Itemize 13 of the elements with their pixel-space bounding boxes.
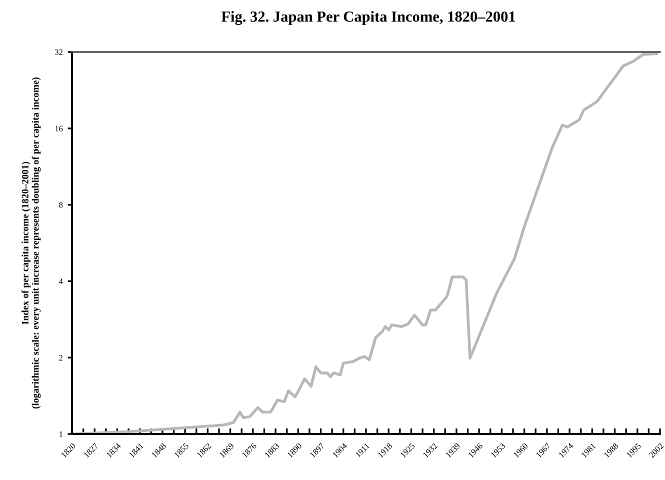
y-tick-label: 4 bbox=[58, 278, 63, 284]
x-tick-label: 1953 bbox=[490, 442, 506, 458]
y-tick-label: 1 bbox=[60, 431, 62, 437]
y-axis-title: Index of per capita income (1820–2001) (logarithmic scale: every unit increase represents doubling of per capita income) bbox=[21, 77, 41, 409]
y-tick-label: 2 bbox=[59, 354, 63, 360]
y-tick-label: 32 bbox=[55, 49, 63, 55]
x-tick-label: 1981 bbox=[581, 442, 596, 458]
chart-title: Fig. 32. Japan Per Capita Income, 1820–2001 bbox=[221, 11, 516, 25]
x-tick-label: 1862 bbox=[196, 442, 212, 458]
y-tick-label: 16 bbox=[55, 126, 63, 132]
y-tick-label: 8 bbox=[59, 202, 63, 208]
x-tick-label: 1911 bbox=[355, 442, 370, 458]
x-tick-label: 1890 bbox=[287, 442, 302, 458]
